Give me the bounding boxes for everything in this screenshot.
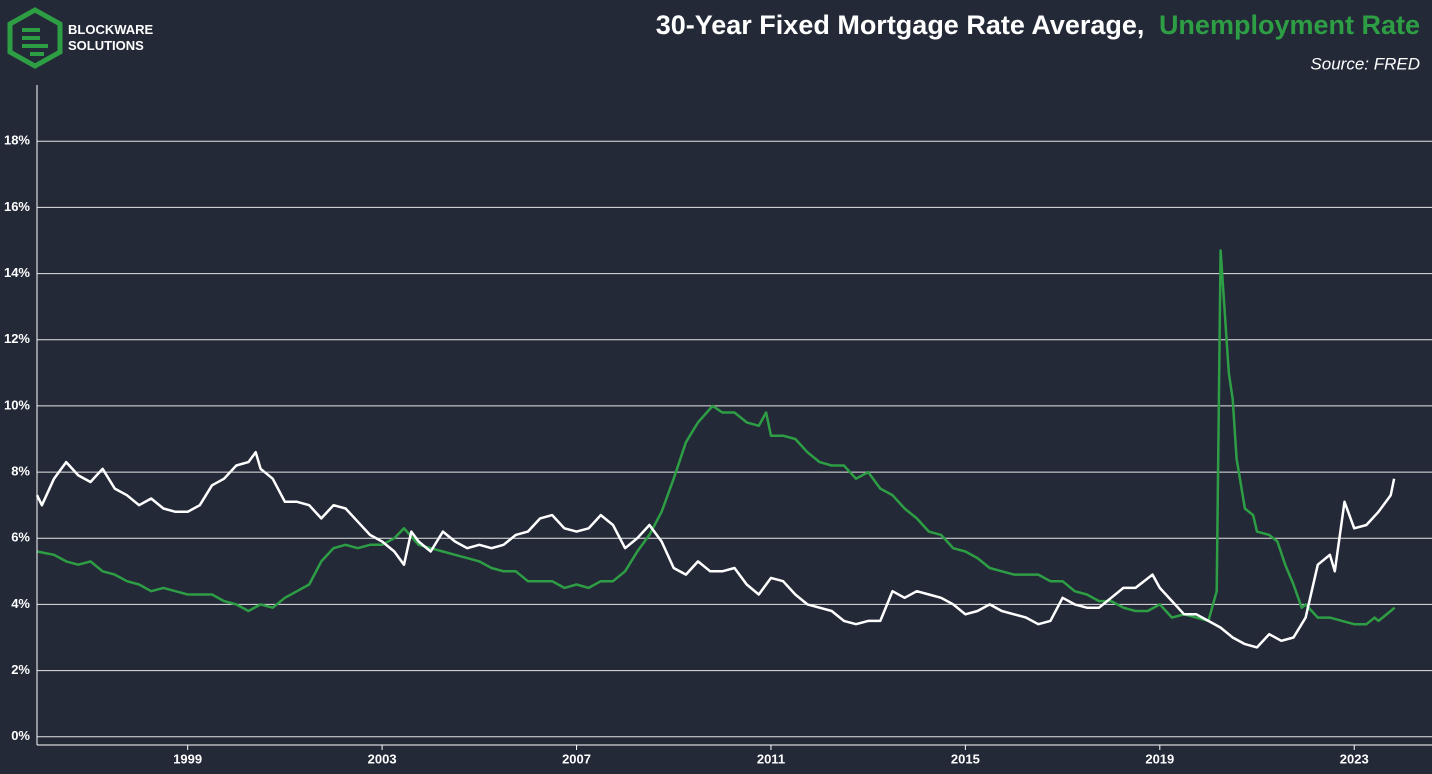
x-tick-label: 1999: [173, 751, 202, 766]
chart-subtitle: Source: FRED: [1310, 54, 1420, 73]
y-tick-label: 10%: [4, 397, 30, 412]
logo-icon: [7, 7, 63, 69]
y-tick-label: 4%: [11, 596, 30, 611]
y-tick-label: 12%: [4, 331, 30, 346]
chart-title: 30-Year Fixed Mortgage Rate Average, Une…: [656, 10, 1420, 40]
series-line: [36, 249, 1396, 626]
logo-icon-lines: [22, 28, 48, 56]
logo: BLOCKWARE SOLUTIONS: [7, 7, 154, 69]
series-line: [35, 450, 1396, 649]
y-tick-label: 14%: [4, 265, 30, 280]
x-tick-label: 2015: [951, 751, 980, 766]
y-tick-label: 18%: [4, 133, 30, 148]
y-tick-label: 0%: [11, 728, 30, 743]
logo-text: BLOCKWARE: [68, 22, 154, 37]
logo-text: SOLUTIONS: [68, 38, 144, 53]
title-part: Unemployment Rate: [1159, 10, 1420, 40]
title-part: 30-Year Fixed Mortgage Rate Average,: [656, 10, 1145, 40]
y-tick-label: 2%: [11, 662, 30, 677]
x-tick-label: 2019: [1145, 751, 1174, 766]
x-tick-label: 2003: [368, 751, 397, 766]
x-tick-label: 2007: [562, 751, 591, 766]
plot: [35, 249, 1396, 649]
y-tick-label: 6%: [11, 530, 30, 545]
y-tick-label: 16%: [4, 199, 30, 214]
grid: 0% 2% 4% 6% 8% 10% 12% 14% 16% 18% 1999 2003 2007 201…: [4, 133, 1432, 766]
y-tick-label: 8%: [11, 464, 30, 479]
x-tick-label: 2023: [1340, 751, 1369, 766]
x-tick-label: 2011: [757, 751, 785, 766]
